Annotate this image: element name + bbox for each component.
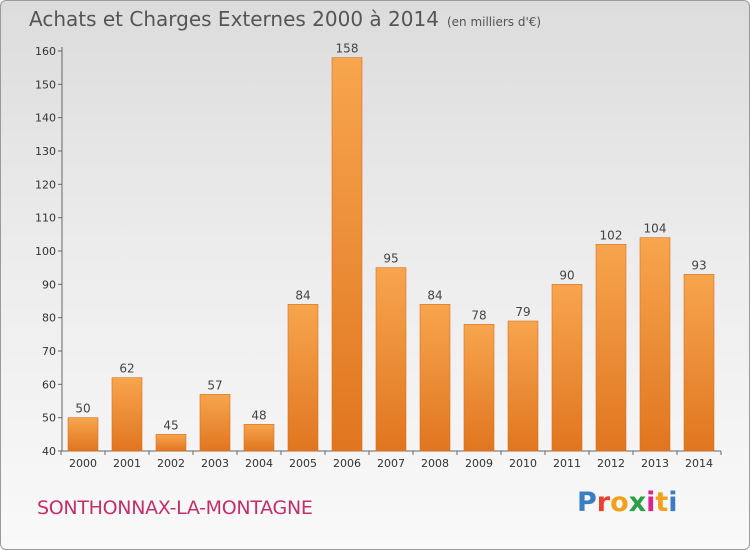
- data-label: 45: [163, 418, 178, 432]
- data-label: 48: [251, 408, 266, 422]
- data-label: 57: [207, 378, 222, 392]
- proxiti-logo: Proxiti: [577, 487, 678, 518]
- y-tick-label: 80: [42, 312, 56, 325]
- y-tick-label: 90: [42, 278, 56, 291]
- x-tick-label: 2013: [641, 457, 669, 470]
- x-tick-label: 2010: [509, 457, 537, 470]
- data-label: 158: [336, 42, 359, 56]
- x-tick-label: 2006: [333, 457, 361, 470]
- bar: [463, 324, 495, 452]
- logo-letter: x: [628, 487, 647, 518]
- bar: [551, 284, 583, 452]
- y-tick-label: 160: [35, 45, 56, 58]
- x-tick-label: 2000: [69, 457, 97, 470]
- logo-letter: i: [668, 487, 678, 518]
- data-label: 84: [295, 288, 310, 302]
- x-tick-label: 2009: [465, 457, 493, 470]
- x-tick-label: 2005: [289, 457, 317, 470]
- y-tick-label: 50: [42, 412, 56, 425]
- y-tick-label: 120: [35, 178, 56, 191]
- data-label: 104: [644, 222, 667, 236]
- data-label: 50: [75, 402, 90, 416]
- y-tick-label: 110: [35, 212, 56, 225]
- logo-letter: P: [577, 487, 597, 518]
- x-tick-label: 2007: [377, 457, 405, 470]
- bar: [155, 434, 187, 452]
- logo-letter: i: [646, 487, 656, 518]
- chart-title: Achats et Charges Externes 2000 à 2014 (e…: [29, 7, 541, 31]
- town-name: SONTHONNAX-LA-MONTAGNE: [37, 497, 313, 519]
- chart-subtitle: (en milliers d'€): [446, 15, 542, 29]
- data-label: 90: [559, 268, 574, 282]
- bar: [243, 424, 275, 452]
- logo-letter: o: [610, 487, 629, 518]
- bar: [287, 304, 319, 452]
- x-tick-label: 2004: [245, 457, 273, 470]
- y-tick-label: 70: [42, 345, 56, 358]
- y-tick-label: 150: [35, 78, 56, 91]
- bar: [639, 237, 671, 452]
- x-tick-label: 2011: [553, 457, 581, 470]
- bar: [111, 377, 143, 452]
- bar: [595, 244, 627, 452]
- bar: [199, 394, 231, 452]
- x-tick-label: 2001: [113, 457, 141, 470]
- data-label: 79: [515, 305, 530, 319]
- y-tick-label: 60: [42, 378, 56, 391]
- x-tick-label: 2012: [597, 457, 625, 470]
- data-label: 78: [471, 308, 486, 322]
- logo-letter: t: [655, 487, 669, 518]
- data-label: 84: [427, 288, 442, 302]
- y-tick-label: 40: [42, 445, 56, 458]
- bar: [331, 57, 363, 452]
- y-tick-label: 130: [35, 145, 56, 158]
- data-label: 95: [383, 252, 398, 266]
- x-tick-label: 2002: [157, 457, 185, 470]
- chart-title-text: Achats et Charges Externes 2000 à 2014: [29, 7, 439, 31]
- x-tick-label: 2008: [421, 457, 449, 470]
- bar: [375, 267, 407, 452]
- logo-letter: r: [596, 487, 611, 518]
- bar: [419, 304, 451, 452]
- y-tick-label: 140: [35, 112, 56, 125]
- bar: [683, 274, 715, 452]
- y-tick-label: 100: [35, 245, 56, 258]
- bar: [67, 417, 99, 452]
- x-tick-label: 2014: [685, 457, 713, 470]
- x-tick-label: 2003: [201, 457, 229, 470]
- data-label: 62: [119, 362, 134, 376]
- data-label: 93: [691, 258, 706, 272]
- bar: [507, 320, 539, 452]
- data-label: 102: [600, 228, 623, 242]
